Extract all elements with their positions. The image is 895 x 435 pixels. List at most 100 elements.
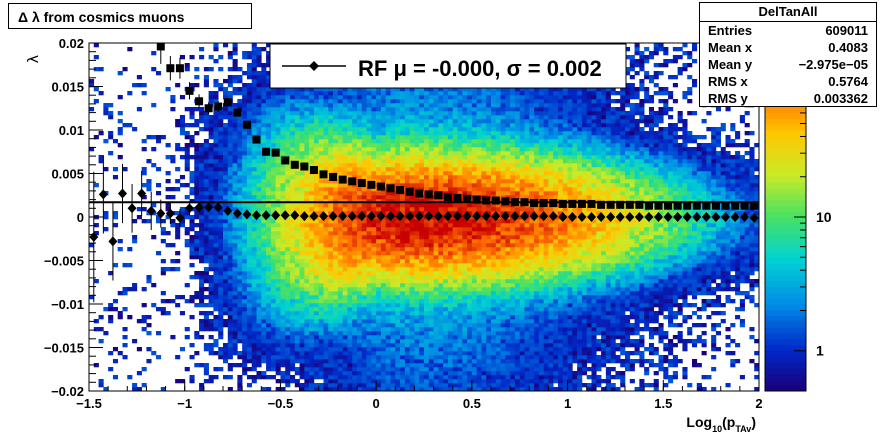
heatmap-cell xyxy=(433,123,439,128)
heatmap-cell xyxy=(203,271,209,276)
heatmap-cell xyxy=(447,323,454,328)
heatmap-cell xyxy=(290,263,296,268)
heatmap-cell xyxy=(136,319,142,324)
heatmap-cell xyxy=(275,275,281,280)
heatmap-cell xyxy=(428,263,434,268)
heatmap-cell xyxy=(313,115,320,120)
heatmap-cell xyxy=(380,327,387,332)
heatmap-cell xyxy=(357,239,363,244)
heatmap-cell xyxy=(304,235,310,240)
heatmap-cell xyxy=(184,159,190,164)
heatmap-cell xyxy=(371,283,377,288)
heatmap-cell xyxy=(404,175,410,180)
heatmap-cell xyxy=(208,351,214,356)
heatmap-cell xyxy=(352,255,358,260)
heatmap-cell xyxy=(270,319,276,324)
heatmap-cell xyxy=(414,151,420,156)
heatmap-cell xyxy=(175,119,181,124)
heatmap-cell xyxy=(361,123,367,128)
heatmap-cell xyxy=(290,299,296,304)
heatmap-cell xyxy=(419,379,425,384)
heatmap-cell xyxy=(462,203,468,208)
heatmap-cell xyxy=(179,211,186,216)
heatmap-cell xyxy=(261,311,267,316)
heatmap-cell xyxy=(184,147,190,152)
heatmap-cell xyxy=(380,283,387,288)
heatmap-cell xyxy=(242,371,248,376)
heatmap-cell xyxy=(419,143,425,148)
heatmap-cell xyxy=(428,315,434,320)
heatmap-cell xyxy=(223,215,229,220)
heatmap-cell xyxy=(333,279,339,284)
heatmap-cell xyxy=(357,123,363,128)
heatmap-cell xyxy=(419,283,425,288)
heatmap-cell xyxy=(452,151,458,156)
heatmap-cell xyxy=(371,295,377,300)
heatmap-cell xyxy=(275,123,281,128)
heatmap-cell xyxy=(208,155,214,160)
heatmap-cell xyxy=(189,123,195,128)
heatmap-cell xyxy=(299,123,305,128)
heatmap-cell xyxy=(318,187,324,192)
heatmap-cell xyxy=(347,303,353,308)
heatmap-cell xyxy=(266,99,272,104)
heatmap-cell xyxy=(414,167,420,172)
heatmap-cell xyxy=(385,259,391,264)
heatmap-cell xyxy=(428,119,434,124)
heatmap-cell xyxy=(304,259,310,264)
heatmap-cell xyxy=(447,187,454,192)
heatmap-cell xyxy=(270,243,276,248)
heatmap-cell xyxy=(400,307,406,312)
heatmap-cell xyxy=(261,167,267,172)
heatmap-cell xyxy=(366,275,372,280)
heatmap-cell xyxy=(452,319,458,324)
heatmap-cell xyxy=(457,179,463,184)
heatmap-cell xyxy=(443,275,449,280)
heatmap-cell xyxy=(246,291,253,296)
heatmap-cell xyxy=(395,311,401,316)
heatmap-cell xyxy=(318,335,324,340)
heatmap-cell xyxy=(237,339,243,344)
heatmap-cell xyxy=(409,95,415,100)
heatmap-cell xyxy=(213,367,219,372)
heatmap-cell xyxy=(285,351,291,356)
heatmap-cell xyxy=(419,91,425,96)
heatmap-cell xyxy=(371,87,377,92)
heatmap-cell xyxy=(242,195,248,200)
heatmap-cell xyxy=(409,139,415,144)
heatmap-cell xyxy=(385,295,391,300)
heatmap-cell xyxy=(318,323,324,328)
heatmap-cell xyxy=(424,219,430,224)
heatmap-cell xyxy=(371,147,377,152)
heatmap-cell xyxy=(404,315,410,320)
heatmap-cell xyxy=(232,251,238,256)
heatmap-cell xyxy=(390,95,396,100)
heatmap-cell xyxy=(203,327,209,332)
heatmap-cell xyxy=(227,83,233,88)
heatmap-cell xyxy=(266,79,272,84)
heatmap-cell xyxy=(347,191,353,196)
heatmap-cell xyxy=(246,327,253,332)
heatmap-cell xyxy=(337,351,343,356)
heatmap-cell xyxy=(294,307,300,312)
heatmap-cell xyxy=(371,243,377,248)
heatmap-cell xyxy=(376,319,382,324)
heatmap-cell xyxy=(285,87,291,92)
heatmap-cell xyxy=(433,359,439,364)
heatmap-cell xyxy=(256,267,262,272)
heatmap-cell xyxy=(352,319,358,324)
heatmap-cell xyxy=(428,379,434,384)
heatmap-cell xyxy=(337,251,343,256)
heatmap-cell xyxy=(409,143,415,148)
heatmap-cell xyxy=(357,247,363,252)
heatmap-cell xyxy=(433,167,439,172)
heatmap-cell xyxy=(242,347,248,352)
heatmap-cell xyxy=(404,323,410,328)
heatmap-cell xyxy=(328,359,334,364)
heatmap-cell xyxy=(246,167,253,172)
heatmap-cell xyxy=(414,307,420,312)
heatmap-cell xyxy=(380,295,387,300)
heatmap-cell xyxy=(232,67,238,72)
heatmap-cell xyxy=(438,87,444,92)
heatmap-cell xyxy=(447,263,454,268)
